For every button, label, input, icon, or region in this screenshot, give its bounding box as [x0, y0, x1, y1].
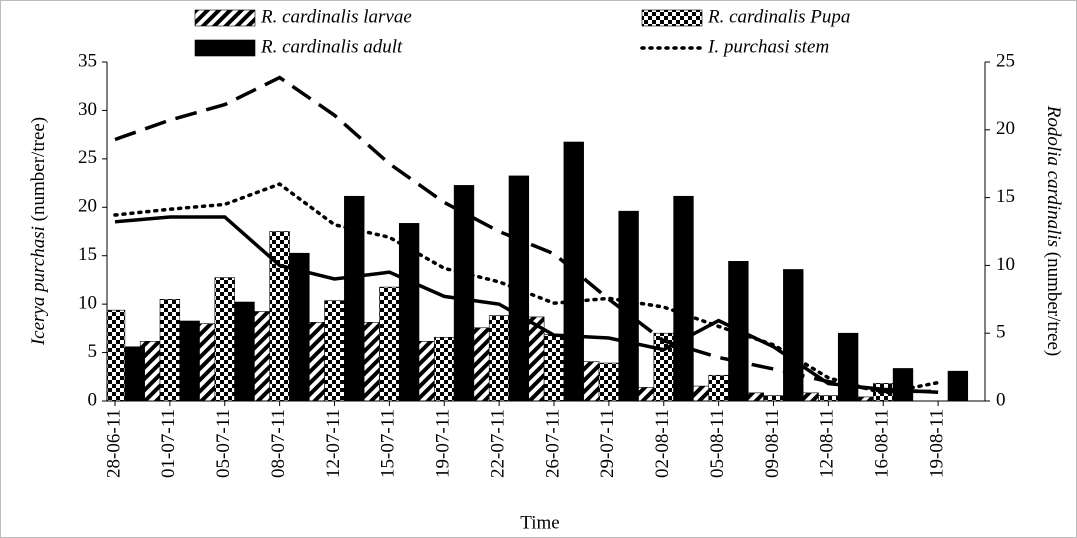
bar — [543, 334, 565, 401]
bar — [453, 185, 475, 401]
y2-tick-label: 20 — [996, 118, 1015, 139]
legend-swatch — [641, 9, 703, 27]
bar — [344, 195, 365, 401]
x-tick-label: 26-07-11 — [542, 409, 563, 478]
bar — [159, 298, 181, 401]
bar — [708, 374, 729, 401]
y2-tick-label: 5 — [996, 322, 1006, 343]
bar — [763, 395, 784, 401]
x-tick-label: 08-07-11 — [268, 409, 289, 478]
y-tick-label: 20 — [78, 196, 97, 217]
y-axis-title: Icerya purchasi (number/tree) — [28, 117, 49, 346]
x-tick-label: 15-07-11 — [378, 409, 399, 478]
bar — [324, 300, 345, 401]
x-tick-label: 05-08-11 — [707, 409, 728, 478]
line-series — [113, 182, 940, 396]
bar — [947, 370, 969, 401]
bar — [618, 210, 639, 401]
x-tick-label: 01-07-11 — [158, 409, 179, 478]
x-tick-label: 05-07-11 — [213, 409, 234, 478]
y-tick-label: 15 — [78, 244, 97, 265]
bar — [598, 362, 620, 401]
y-axis-title-italic: Icerya purchasi — [28, 226, 49, 346]
legend-label: I. purchasi stem — [707, 36, 829, 57]
x-tick-label: 16-08-11 — [872, 409, 893, 478]
bar — [379, 286, 400, 401]
legend-swatch — [194, 39, 256, 57]
line-series — [114, 215, 939, 395]
bar — [289, 252, 310, 401]
legend-swatch — [194, 9, 256, 27]
x-tick-label: 19-08-11 — [926, 409, 947, 478]
x-tick-label: 12-08-11 — [817, 409, 838, 478]
y-tick-label: 25 — [78, 147, 97, 168]
y2-tick-label: 10 — [996, 254, 1015, 275]
y-tick-label: 30 — [78, 99, 97, 120]
y2-tick-label: 0 — [996, 389, 1006, 410]
y2-axis-title-unit: (number/tree) — [1043, 252, 1064, 356]
line-series — [114, 75, 939, 394]
x-tick-label: 22-07-11 — [487, 409, 508, 478]
bar — [892, 368, 914, 401]
x-tick-label: 19-07-11 — [433, 409, 454, 478]
x-tick-label: 09-08-11 — [762, 409, 783, 478]
bar — [398, 223, 420, 401]
x-tick-label: 02-08-11 — [652, 409, 673, 478]
bar — [488, 315, 510, 401]
x-tick-label: 12-07-11 — [323, 409, 344, 478]
bar — [234, 301, 255, 401]
y2-axis-title-italic: Rodolia cardinalis — [1043, 105, 1064, 247]
y-tick-label: 5 — [88, 341, 98, 362]
y-tick-label: 35 — [78, 50, 97, 71]
y2-tick-label: 25 — [996, 50, 1015, 71]
y-tick-label: 0 — [88, 389, 98, 410]
legend-label: R. cardinalis larvae — [260, 6, 412, 27]
y2-axis-title: Rodolia cardinalis (number/tree) — [1043, 105, 1064, 356]
x-tick-label: 29-07-11 — [597, 409, 618, 478]
y2-tick-label: 15 — [996, 186, 1015, 207]
legend-label: R. cardinalis Pupa — [707, 6, 850, 27]
plot-area — [107, 75, 969, 401]
y-tick-label: 10 — [78, 293, 97, 314]
bar — [107, 309, 126, 401]
bar — [673, 195, 694, 401]
bar — [269, 231, 290, 401]
bar — [434, 336, 455, 401]
bar — [818, 395, 839, 401]
bar — [124, 346, 145, 401]
x-axis-title: Time — [520, 512, 559, 533]
legend-label: R. cardinalis adult — [260, 36, 403, 57]
bar — [837, 332, 859, 401]
y-axis-title-unit: (number/tree) — [28, 117, 49, 221]
bar — [214, 277, 235, 401]
x-tick-label: 28-06-11 — [103, 409, 124, 478]
bar — [179, 320, 200, 401]
bar — [783, 269, 804, 401]
